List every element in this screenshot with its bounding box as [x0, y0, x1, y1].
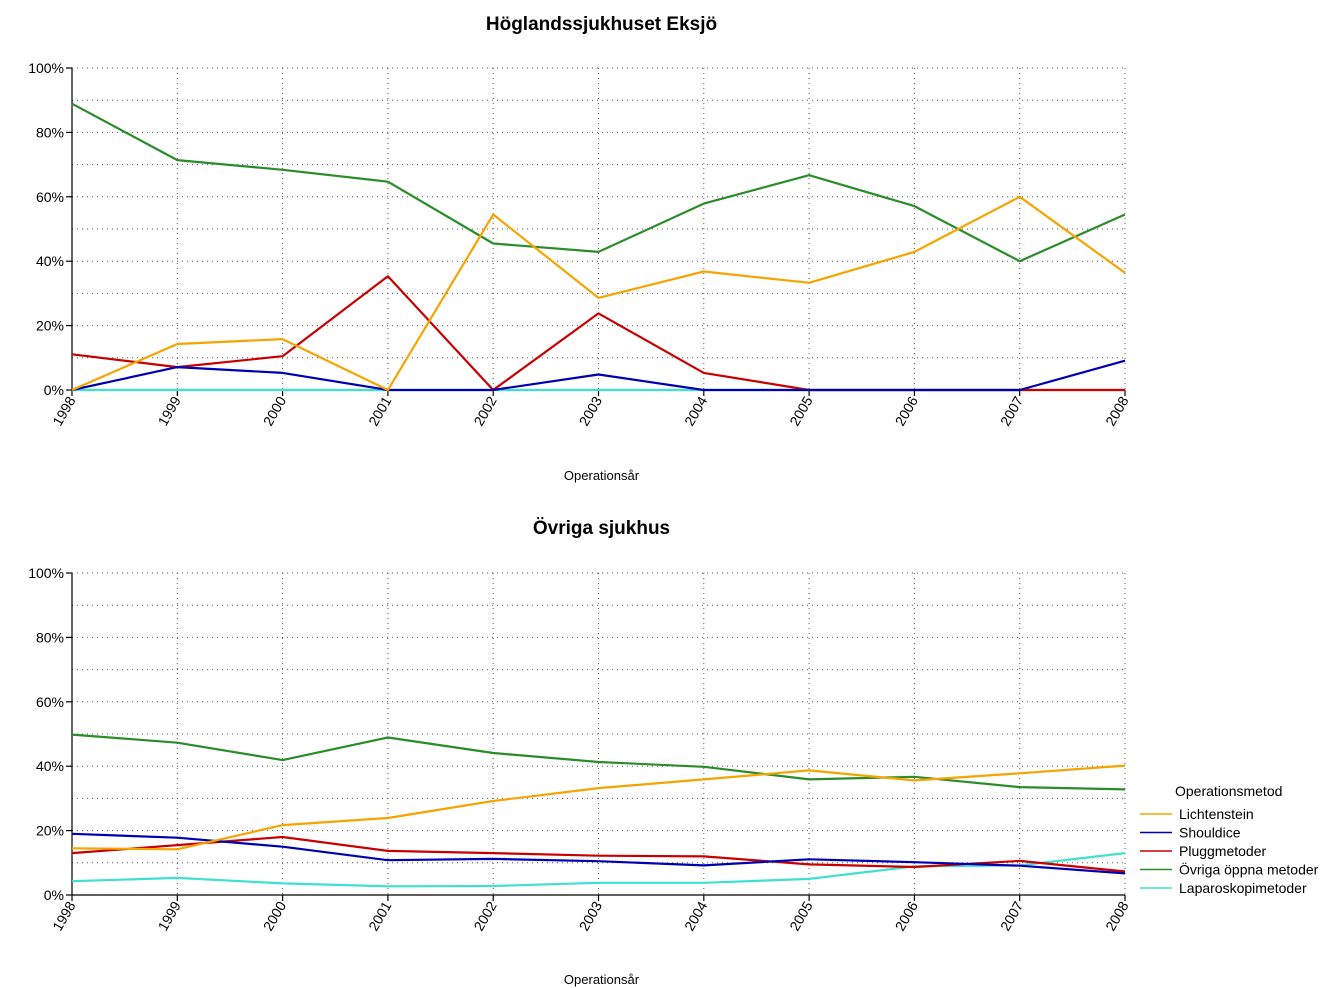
x-tick-label: 2008	[1102, 898, 1132, 933]
x-tick-label: 1999	[154, 393, 184, 428]
x-tick-label: 2003	[576, 898, 606, 933]
chart-title: Höglandssjukhuset Eksjö	[486, 14, 717, 35]
x-tick-label: 2002	[470, 393, 500, 428]
x-tick-label: 2004	[681, 393, 711, 428]
series-line-lichtenstein	[71, 195, 1126, 392]
chart-panel-1: Höglandssjukhuset Eksjö 0% 20% 40% 60% 80% 100…	[28, 14, 1132, 483]
y-tick-label: 100%	[28, 565, 64, 581]
x-axis-label: Operationsår	[564, 468, 640, 483]
legend-item-label: Lichtenstein	[1179, 806, 1254, 822]
y-tick-label: 20%	[36, 823, 64, 839]
y-tick-label: 80%	[36, 629, 64, 645]
x-tick-label: 2004	[681, 898, 711, 933]
x-tick-label: 2008	[1102, 393, 1132, 428]
y-tick-label: 60%	[36, 189, 64, 205]
legend-item-label: Shouldice	[1179, 825, 1241, 841]
legend: Operationsmetod Lichtenstein Shouldice Plug…	[1140, 783, 1319, 896]
series-line--vriga-ppna-metoder	[71, 733, 1126, 791]
series-line-pluggmetoder	[71, 835, 1126, 873]
x-tick-label: 2000	[260, 393, 290, 428]
y-tick-label: 20%	[36, 318, 64, 334]
x-tick-label: 1998	[49, 393, 79, 428]
series-line-lichtenstein	[71, 764, 1126, 851]
x-tick-label: 2000	[260, 898, 290, 933]
x-tick-label: 1999	[154, 898, 184, 933]
legend-item-label: Övriga öppna metoder	[1179, 861, 1319, 878]
x-tick-label: 2007	[997, 898, 1027, 933]
x-tick-label: 2002	[470, 898, 500, 933]
x-tick-label: 2003	[576, 393, 606, 428]
legend-item-label: Pluggmetoder	[1179, 843, 1267, 859]
chart-title: Övriga sjukhus	[533, 518, 670, 539]
x-tick-label: 2005	[786, 898, 816, 933]
x-tick-label: 2007	[997, 393, 1027, 428]
y-tick-label: 40%	[36, 758, 64, 774]
x-tick-label: 2006	[892, 898, 922, 933]
y-tick-label: 0%	[44, 382, 64, 398]
y-tick-label: 80%	[36, 124, 64, 140]
y-tick-label: 60%	[36, 694, 64, 710]
x-tick-label: 2001	[365, 898, 395, 933]
series-line--vriga-ppna-metoder	[71, 102, 1126, 263]
series-line-shouldice	[71, 359, 1126, 392]
y-tick-label: 100%	[28, 60, 64, 76]
x-tick-label: 2001	[365, 393, 395, 428]
y-tick-label: 40%	[36, 253, 64, 269]
legend-item-label: Laparoskopimetoder	[1179, 880, 1307, 896]
y-tick-label: 0%	[44, 887, 64, 903]
legend-title: Operationsmetod	[1175, 783, 1282, 799]
chart-panel-2: Övriga sjukhus 0% 20% 40% 60% 80% 100% 1998 1999…	[28, 518, 1132, 987]
series-line-shouldice	[71, 832, 1126, 875]
x-axis-label: Operationsår	[564, 972, 640, 987]
x-tick-label: 2006	[892, 393, 922, 428]
x-tick-label: 2005	[786, 393, 816, 428]
x-tick-label: 1998	[49, 898, 79, 933]
